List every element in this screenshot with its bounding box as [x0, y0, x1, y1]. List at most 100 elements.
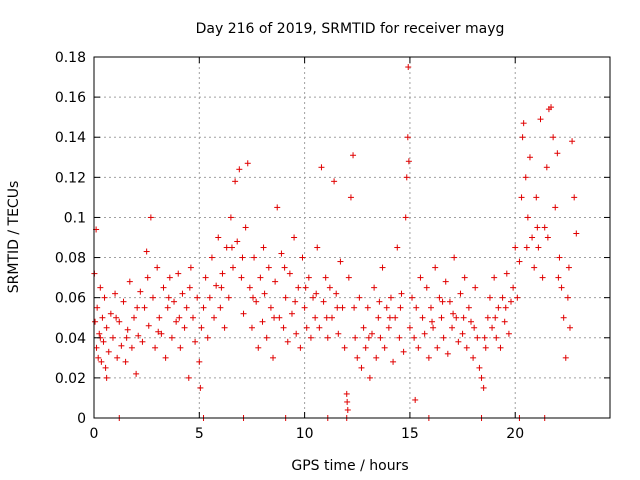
data-point: [147, 214, 154, 221]
data-point: [158, 330, 165, 337]
x-axis-label: GPS time / hours: [291, 458, 408, 474]
data-point: [514, 294, 521, 301]
data-point: [569, 138, 576, 145]
data-point: [390, 358, 397, 365]
data-point: [417, 274, 424, 281]
data-point: [503, 270, 510, 277]
data-point: [444, 350, 451, 357]
data-point: [281, 264, 288, 271]
data-point: [141, 304, 148, 311]
data-point: [539, 274, 546, 281]
data-point: [160, 284, 167, 291]
data-point: [501, 318, 508, 325]
data-point: [168, 334, 175, 341]
data-point: [471, 324, 478, 331]
data-point: [154, 264, 161, 271]
data-point: [171, 298, 178, 305]
data-point: [192, 338, 199, 345]
data-point: [96, 330, 103, 337]
data-point: [156, 314, 163, 321]
data-point: [107, 310, 114, 317]
data-point: [92, 318, 99, 325]
data-point: [461, 274, 468, 281]
ticks-layer: 0 0.02 0.04 0.06 0.08 0.1 0.12 0.14 0.16 0.18 0 5 10…: [55, 50, 610, 442]
data-point: [267, 304, 274, 311]
data-point: [421, 330, 428, 337]
data-point: [187, 264, 194, 271]
data-point: [261, 290, 268, 297]
data-point: [263, 334, 270, 341]
data-point: [101, 294, 108, 301]
data-point: [99, 314, 106, 321]
x-tick-label: 15: [401, 426, 419, 442]
data-point: [227, 214, 234, 221]
data-point: [339, 304, 346, 311]
data-point: [440, 334, 447, 341]
data-point: [377, 334, 384, 341]
data-point: [472, 284, 479, 291]
data-point: [211, 314, 218, 321]
data-point: [242, 224, 249, 231]
data-point: [239, 254, 246, 261]
data-point: [480, 384, 487, 391]
data-point: [162, 354, 169, 361]
data-point: [523, 244, 530, 251]
data-point: [303, 324, 310, 331]
data-point: [449, 324, 456, 331]
data-point: [152, 344, 159, 351]
data-point: [405, 64, 412, 71]
data-point: [94, 304, 101, 311]
data-point: [537, 116, 544, 123]
data-point: [406, 324, 413, 331]
data-point: [486, 294, 493, 301]
data-point: [271, 314, 278, 321]
data-point: [194, 294, 201, 301]
data-point: [198, 324, 205, 331]
data-point: [299, 254, 306, 261]
data-point: [135, 332, 142, 339]
data-point: [155, 328, 162, 335]
data-point: [173, 318, 180, 325]
data-point: [366, 374, 373, 381]
data-point: [470, 354, 477, 361]
data-point: [322, 274, 329, 281]
data-point: [520, 120, 527, 127]
data-point: [484, 314, 491, 321]
data-point: [411, 334, 418, 341]
data-point: [137, 288, 144, 295]
data-point: [451, 254, 458, 261]
data-point: [502, 304, 509, 311]
data-point: [297, 344, 304, 351]
data-point: [270, 354, 277, 361]
data-point: [316, 324, 323, 331]
data-point: [200, 304, 207, 311]
data-point: [432, 264, 439, 271]
data-point: [354, 354, 361, 361]
data-point: [323, 314, 330, 321]
data-point: [179, 290, 186, 297]
data-point: [526, 154, 533, 161]
data-point: [118, 342, 125, 349]
data-point: [234, 238, 241, 245]
data-point: [544, 234, 551, 241]
data-point: [358, 364, 365, 371]
data-point: [482, 344, 489, 351]
data-point: [253, 298, 260, 305]
data-point: [244, 160, 251, 167]
data-point: [98, 358, 105, 365]
data-point: [312, 314, 319, 321]
data-point: [460, 314, 467, 321]
data-point: [134, 304, 141, 311]
data-point: [350, 152, 357, 159]
data-point: [126, 278, 133, 285]
data-point: [398, 290, 405, 297]
x-tick-label: 5: [195, 426, 204, 442]
data-point: [556, 254, 563, 261]
data-point: [345, 274, 352, 281]
data-point: [328, 314, 335, 321]
data-point: [133, 370, 140, 377]
data-point: [344, 406, 351, 413]
data-point: [260, 244, 267, 251]
data-point: [337, 258, 344, 265]
data-point: [215, 234, 222, 241]
